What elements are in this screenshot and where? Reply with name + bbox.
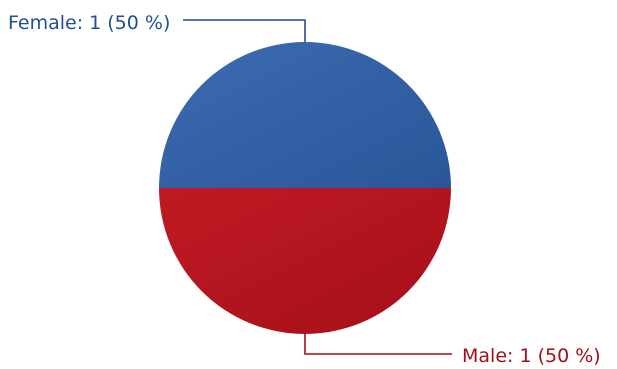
leader-line-female [183,19,306,42]
pie-slice-male [159,188,451,334]
slice-label-male: Male: 1 (50 %) [462,345,601,367]
slice-label-female: Female: 1 (50 %) [8,12,170,34]
leader-line-male [304,334,452,355]
pie-slice-female [159,42,451,188]
